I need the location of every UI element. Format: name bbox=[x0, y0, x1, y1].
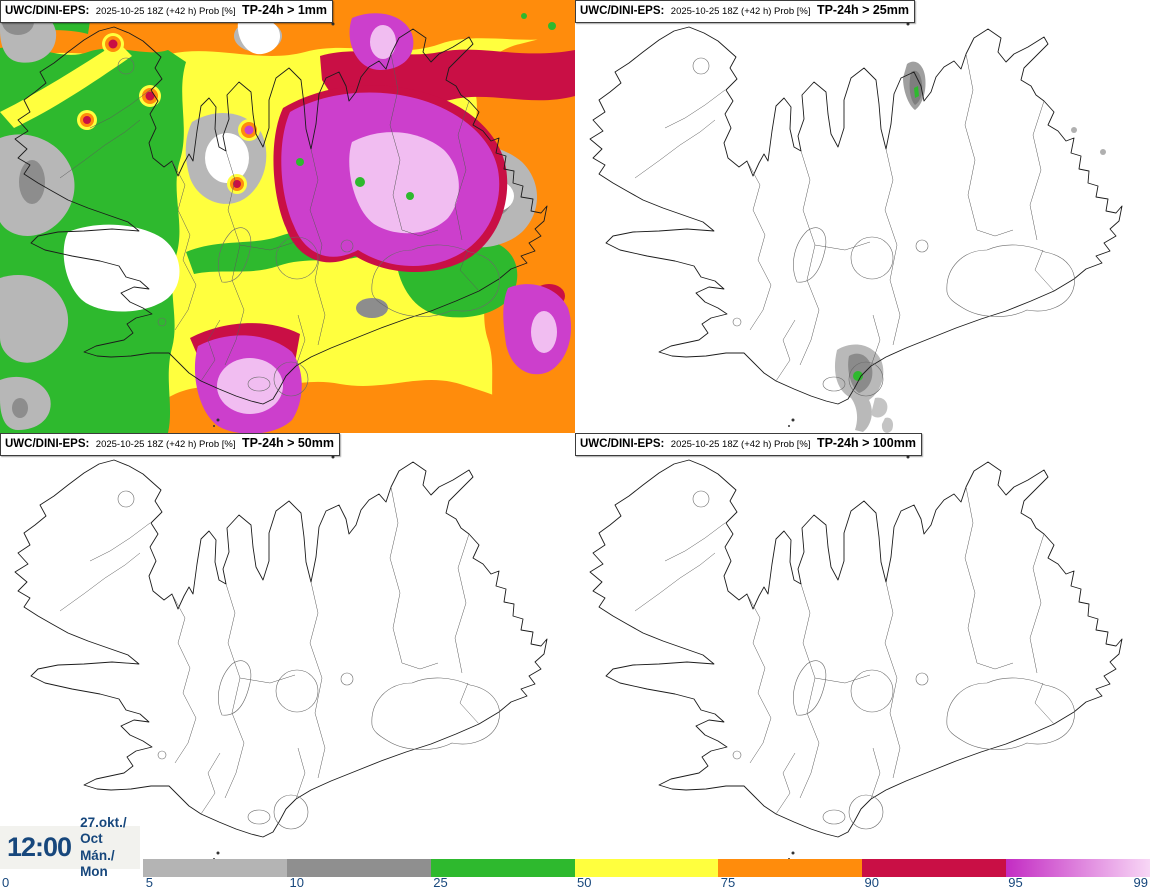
colorbar-segment bbox=[862, 859, 1007, 877]
probability-colorbar bbox=[143, 859, 1150, 877]
colorbar-segment bbox=[718, 859, 863, 877]
colorbar-tick-label: 90 bbox=[864, 875, 879, 890]
run-info: 2025-10-25 18Z (+42 h) Prob [%] bbox=[670, 6, 811, 17]
colorbar-labels: 0 5 10 25 50 75 90 95 99 bbox=[0, 875, 1150, 891]
iceland-map-50mm bbox=[14, 455, 548, 861]
threshold-label: TP-24h > 25mm bbox=[816, 3, 909, 17]
panel-tp24h-1mm: UWC/DINI-EPS: 2025-10-25 18Z (+42 h) Pro… bbox=[0, 0, 575, 433]
panel-tp24h-100mm: UWC/DINI-EPS: 2025-10-25 18Z (+42 h) Pro… bbox=[575, 433, 1150, 891]
valid-date-day: Mán./ Mon bbox=[80, 847, 115, 879]
colorbar-segment bbox=[574, 859, 719, 877]
colorbar-tick-label: 5 bbox=[145, 875, 153, 890]
colorbar-tick-label: 10 bbox=[289, 875, 304, 890]
colorbar-segment bbox=[430, 859, 575, 877]
threshold-label: TP-24h > 1mm bbox=[241, 3, 328, 17]
valid-date: 27.okt./ Oct Mán./ Mon bbox=[80, 815, 140, 881]
panel-title: UWC/DINI-EPS: 2025-10-25 18Z (+42 h) Pro… bbox=[0, 0, 334, 23]
panel-title: UWC/DINI-EPS: 2025-10-25 18Z (+42 h) Pro… bbox=[575, 433, 922, 456]
run-info: 2025-10-25 18Z (+42 h) Prob [%] bbox=[95, 439, 236, 450]
iceland-map-100mm bbox=[589, 455, 1123, 861]
threshold-label: TP-24h > 50mm bbox=[241, 436, 334, 450]
run-info: 2025-10-25 18Z (+42 h) Prob [%] bbox=[670, 439, 811, 450]
colorbar-segment bbox=[286, 859, 431, 877]
iceland-map-25mm bbox=[589, 22, 1123, 433]
panel-title: UWC/DINI-EPS: 2025-10-25 18Z (+42 h) Pro… bbox=[0, 433, 340, 456]
valid-time: 12:00 bbox=[7, 832, 72, 862]
model-name: UWC/DINI-EPS: bbox=[580, 5, 665, 17]
iceland-map-1mm bbox=[0, 0, 575, 433]
valid-time-box: 12:00 27.okt./ Oct Mán./ Mon bbox=[0, 815, 140, 879]
colorbar-segment bbox=[1006, 859, 1150, 877]
model-name: UWC/DINI-EPS: bbox=[5, 5, 90, 17]
model-name: UWC/DINI-EPS: bbox=[5, 438, 90, 450]
colorbar-tick-label: 99 bbox=[1133, 875, 1148, 890]
colorbar-tick-label: 95 bbox=[1008, 875, 1023, 890]
panel-title: UWC/DINI-EPS: 2025-10-25 18Z (+42 h) Pro… bbox=[575, 0, 915, 23]
colorbar-tick-label: 0 bbox=[2, 875, 10, 890]
colorbar-tick-label: 50 bbox=[577, 875, 592, 890]
threshold-label: TP-24h > 100mm bbox=[816, 436, 916, 450]
colorbar-segment bbox=[143, 859, 287, 877]
run-info: 2025-10-25 18Z (+42 h) Prob [%] bbox=[95, 6, 236, 17]
valid-date-month: 27.okt./ Oct bbox=[80, 814, 127, 847]
model-name: UWC/DINI-EPS: bbox=[580, 438, 665, 450]
colorbar-tick-label: 75 bbox=[720, 875, 736, 890]
panel-tp24h-50mm: UWC/DINI-EPS: 2025-10-25 18Z (+42 h) Pro… bbox=[0, 433, 575, 891]
panel-tp24h-25mm: UWC/DINI-EPS: 2025-10-25 18Z (+42 h) Pro… bbox=[575, 0, 1150, 433]
colorbar-tick-label: 25 bbox=[433, 875, 448, 890]
